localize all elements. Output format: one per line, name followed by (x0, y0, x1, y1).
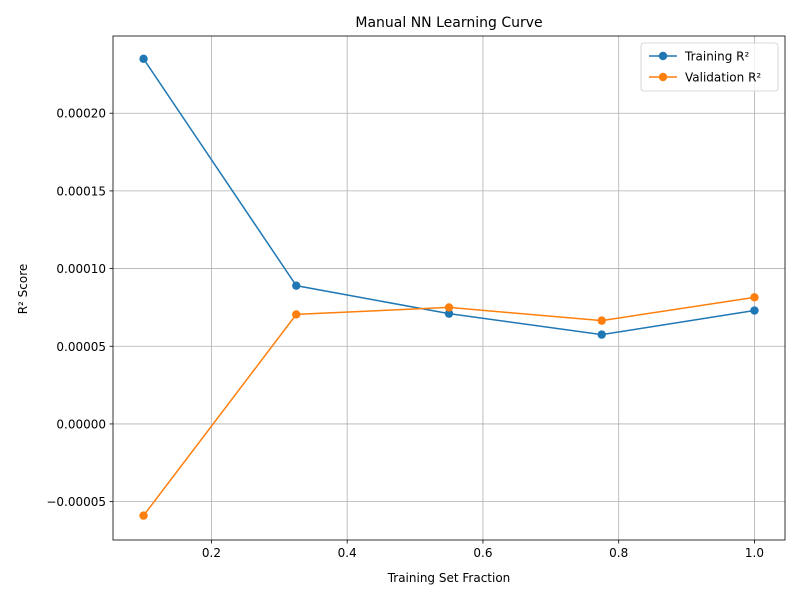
data-point (292, 310, 301, 319)
y-axis-label: R² Score (16, 264, 30, 315)
legend-label: Validation R² (685, 71, 761, 85)
data-point (750, 306, 759, 315)
data-point (139, 511, 148, 520)
y-tick-label: −0.00005 (46, 495, 106, 509)
series-group (139, 54, 759, 520)
data-point (139, 54, 148, 64)
data-point (444, 303, 454, 312)
ticks: 0.2 0.4 0.6 0.8 1.0 −0.00005 0.00000 0.00005 0.0… (46, 107, 764, 560)
data-point (597, 316, 606, 325)
data-point (750, 293, 759, 302)
x-tick-label: 1.0 (745, 546, 764, 560)
plot-frame (112, 35, 786, 541)
x-axis-label: Training Set Fraction (387, 571, 511, 585)
series-training (139, 54, 759, 339)
legend-label: Training R² (684, 50, 750, 64)
x-tick-label: 0.6 (473, 546, 492, 560)
data-point (292, 281, 301, 290)
y-tick-label: 0.00005 (56, 340, 106, 354)
x-tick-label: 0.4 (338, 546, 357, 560)
legend-item: Training R² (649, 50, 750, 64)
chart-title: Manual NN Learning Curve (355, 15, 542, 31)
x-tick-label: 0.2 (202, 546, 221, 560)
data-point (444, 309, 454, 318)
legend: Training R² Validation R² (640, 42, 779, 92)
y-tick-label: 0.00015 (56, 184, 106, 198)
series-validation (139, 293, 759, 520)
x-tick-label: 0.8 (609, 546, 628, 560)
legend-box (640, 42, 779, 92)
y-tick-label: 0.00020 (56, 107, 106, 121)
grid (113, 36, 785, 540)
y-tick-label: 0.00000 (56, 417, 106, 431)
data-point (597, 330, 606, 339)
legend-item: Validation R² (649, 71, 761, 85)
legend-marker (658, 72, 668, 82)
y-tick-label: 0.00010 (56, 262, 106, 276)
legend-marker (658, 51, 668, 61)
